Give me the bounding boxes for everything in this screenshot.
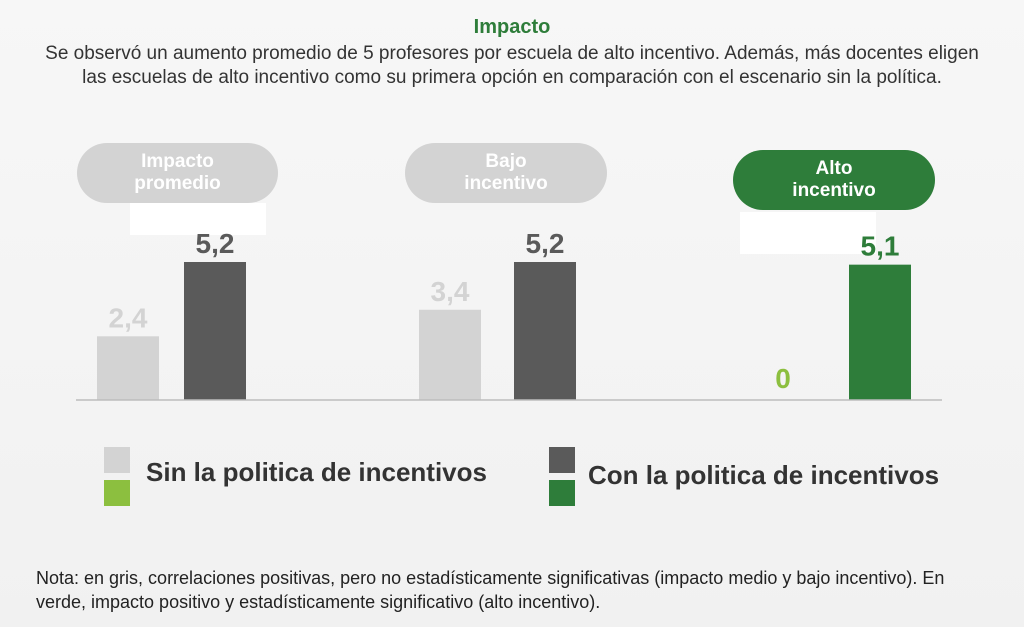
bar-con-alto-incentivo — [849, 264, 911, 400]
legend-swatch-sin-gray — [104, 447, 130, 473]
legend-swatch-con-green — [549, 480, 575, 506]
data-label-sin-impacto-promedio: 2,4 — [109, 302, 148, 333]
chart-subtitle: Se observó un aumento promedio de 5 prof… — [45, 43, 979, 88]
pill-gap-alto — [740, 212, 876, 254]
data-label-con-alto-incentivo: 5,1 — [861, 231, 900, 262]
data-label-con-bajo-incentivo: 5,2 — [526, 228, 565, 259]
legend-swatch-con-gray — [549, 447, 575, 473]
data-label-sin-alto-incentivo: 0 — [775, 363, 791, 394]
pill-gap-impacto — [130, 203, 266, 235]
legend-swatch-sin-green — [104, 480, 130, 506]
category-pill-alto-incentivo: Alto incentivo — [733, 150, 935, 210]
category-pill-impacto-promedio: Impacto promedio — [77, 143, 278, 203]
bar-sin-impacto-promedio — [97, 336, 159, 400]
footnote: Nota: en gris, correlaciones positivas, … — [36, 568, 945, 612]
bar-con-impacto-promedio — [184, 262, 246, 400]
data-label-sin-bajo-incentivo: 3,4 — [431, 276, 470, 307]
legend-label-con: Con la politica de incentivos — [588, 460, 940, 490]
chart-title: Impacto — [473, 16, 551, 38]
bar-sin-bajo-incentivo — [419, 309, 481, 400]
bar-con-bajo-incentivo — [514, 262, 576, 400]
data-label-con-impacto-promedio: 5,2 — [196, 228, 235, 259]
legend-label-sin: Sin la politica de incentivos — [146, 457, 487, 487]
category-pill-bajo-incentivo: Bajo incentivo — [405, 143, 607, 203]
